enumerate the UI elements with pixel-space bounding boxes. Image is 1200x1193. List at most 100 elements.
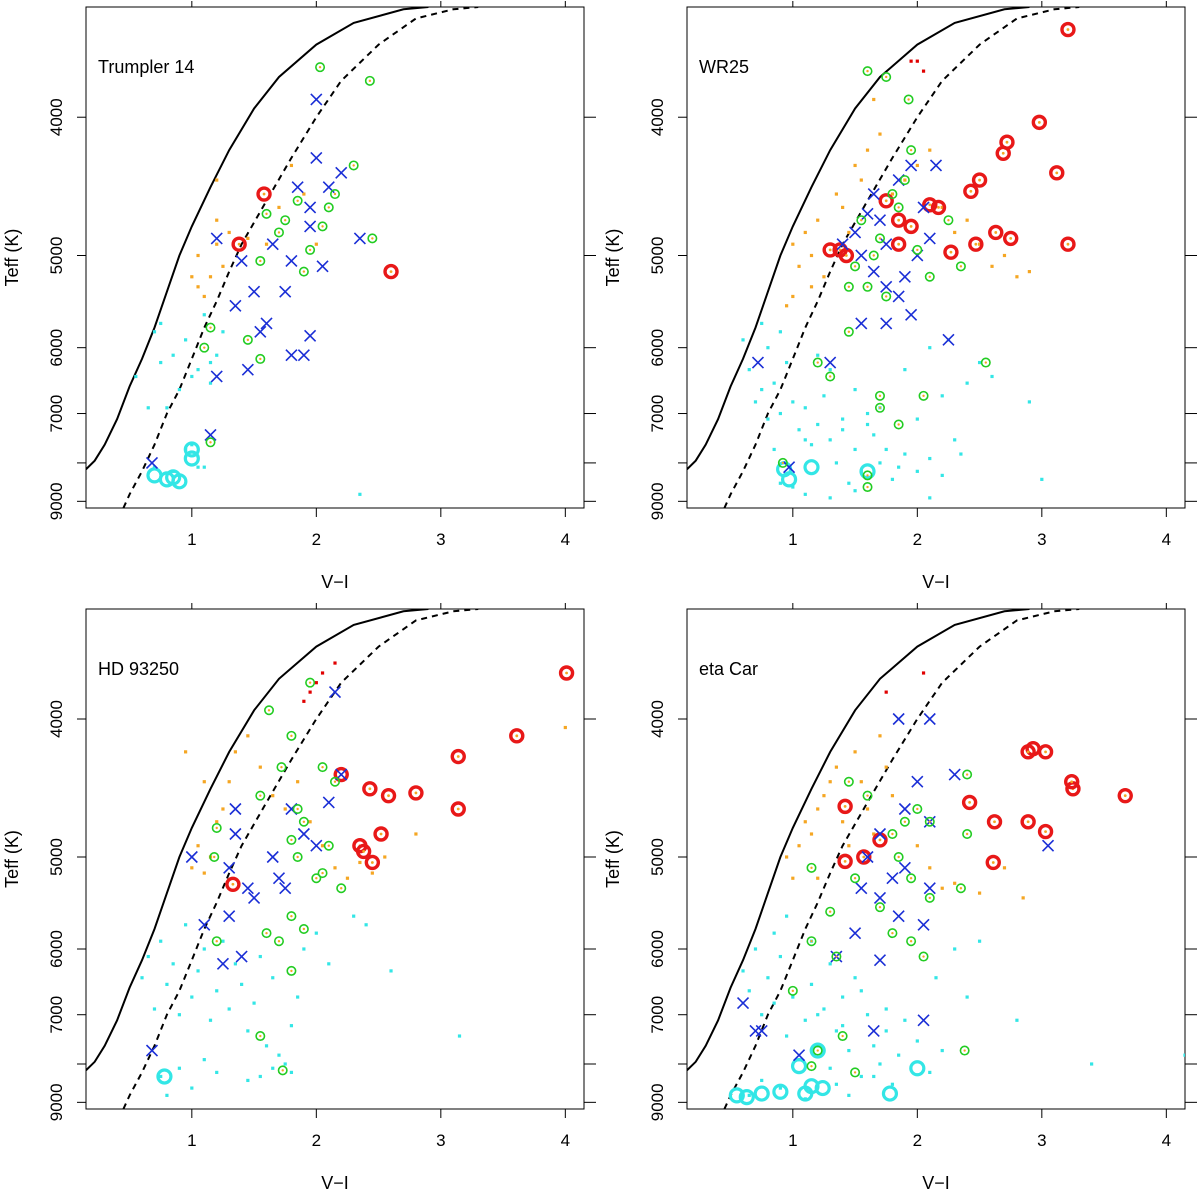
orange-dot: [196, 844, 200, 848]
x-axis-label: V−I: [922, 572, 950, 592]
orange-dot: [271, 794, 275, 798]
big-cyan-circle: [780, 471, 798, 488]
big-red-circle: [256, 186, 272, 202]
green-circle: [943, 215, 954, 226]
big-red-circle: [838, 247, 855, 264]
cyan-dot: [202, 465, 206, 469]
cyan-dot: [289, 1024, 294, 1028]
green-circle-center: [290, 969, 293, 973]
green-circle: [862, 281, 873, 292]
blue-cross: [223, 861, 236, 874]
green-circle: [955, 883, 966, 894]
blue-cross: [145, 1044, 159, 1057]
big-cyan-circle: [803, 1078, 820, 1095]
orange-dot: [791, 876, 795, 880]
green-circle: [812, 357, 823, 368]
big-red-circle-center: [949, 250, 953, 254]
cyan-dot: [940, 1048, 944, 1053]
big-red-circle-center: [231, 882, 235, 886]
cyan-dot: [809, 982, 814, 986]
green-circle: [329, 776, 340, 787]
big-red-circle: [450, 748, 466, 765]
big-red-circle-center: [362, 850, 366, 853]
cyan-dot: [853, 447, 857, 452]
green-circle: [315, 62, 326, 73]
y-tick-label: 9000: [648, 482, 667, 520]
cyan-dot: [171, 962, 175, 966]
blue-cross: [335, 166, 348, 179]
blue-cross: [254, 325, 267, 338]
y-tick-label: 5000: [47, 237, 66, 275]
solid-model-curve: [86, 609, 429, 1072]
cyan-dot: [965, 381, 969, 385]
cyan-dot: [747, 989, 751, 993]
x-tick-label: 2: [312, 530, 321, 549]
blue-cross: [880, 238, 893, 251]
green-circle: [899, 175, 910, 186]
green-circle: [887, 828, 898, 839]
cyan-dot: [977, 939, 982, 943]
cyan-dot: [778, 954, 782, 959]
y-tick-label: 5000: [648, 838, 667, 876]
cyan-dot: [915, 469, 919, 473]
green-circle: [906, 145, 917, 156]
x-tick-label: 4: [561, 1131, 570, 1150]
blue-cross: [923, 882, 936, 895]
orange-dot: [215, 178, 219, 182]
blue-cross: [736, 997, 750, 1010]
orange-dot: [227, 780, 231, 784]
orange-dot: [859, 780, 863, 784]
orange-dot: [878, 132, 882, 136]
blue-cross: [316, 260, 329, 273]
cyan-dot: [828, 1066, 832, 1070]
cyan-dot: [828, 368, 832, 372]
orange-dot: [847, 844, 851, 848]
big-red-circle-center: [843, 804, 847, 808]
big-red-circle-center: [843, 859, 847, 863]
x-tick-label: 1: [788, 1131, 797, 1150]
blue-cross: [855, 249, 868, 262]
green-circle: [812, 1045, 823, 1056]
green-circle-center: [265, 931, 268, 935]
cyan-dot: [177, 387, 181, 392]
cyan-dot: [884, 1029, 888, 1033]
big-red-circle: [837, 853, 853, 870]
big-cyan-circle: [165, 469, 182, 486]
cyan-dot: [853, 976, 857, 980]
green-circle: [850, 1067, 861, 1078]
green-circle: [874, 233, 885, 244]
orange-dot: [822, 794, 826, 798]
cyan-dot: [760, 321, 764, 326]
green-circle: [862, 482, 873, 493]
green-circle: [255, 790, 266, 801]
plot-frame: [85, 608, 585, 1110]
x-tick-label: 2: [312, 1131, 321, 1150]
plot-frame: [686, 6, 1186, 509]
cyan-dot: [221, 939, 225, 943]
green-circle: [843, 326, 854, 337]
cyan-dot: [828, 496, 832, 500]
orange-dot: [184, 750, 188, 754]
orange-dot: [841, 205, 845, 209]
cyan-dot: [772, 447, 776, 452]
cyan-dot: [753, 400, 758, 404]
cyan-dot: [134, 374, 138, 379]
cyan-dot: [152, 465, 157, 469]
big-cyan-circle: [738, 1089, 755, 1106]
x-tick-label: 3: [1037, 1131, 1046, 1150]
y-axis-label: Teff (K): [603, 229, 623, 287]
green-circle: [787, 985, 798, 996]
big-red-circle-center: [994, 231, 998, 234]
green-circle: [906, 873, 917, 884]
green-circle: [924, 892, 935, 903]
green-circle-center: [267, 709, 271, 712]
orange-dot: [196, 285, 200, 289]
cyan-dot: [928, 456, 932, 461]
orange-dot: [196, 253, 200, 258]
cyan-dot: [258, 954, 262, 959]
cyan-dot: [364, 923, 368, 927]
big-red-circle: [558, 665, 575, 681]
cyan-dot: [190, 374, 194, 379]
orange-dot: [809, 253, 814, 258]
orange-dot: [940, 205, 944, 209]
